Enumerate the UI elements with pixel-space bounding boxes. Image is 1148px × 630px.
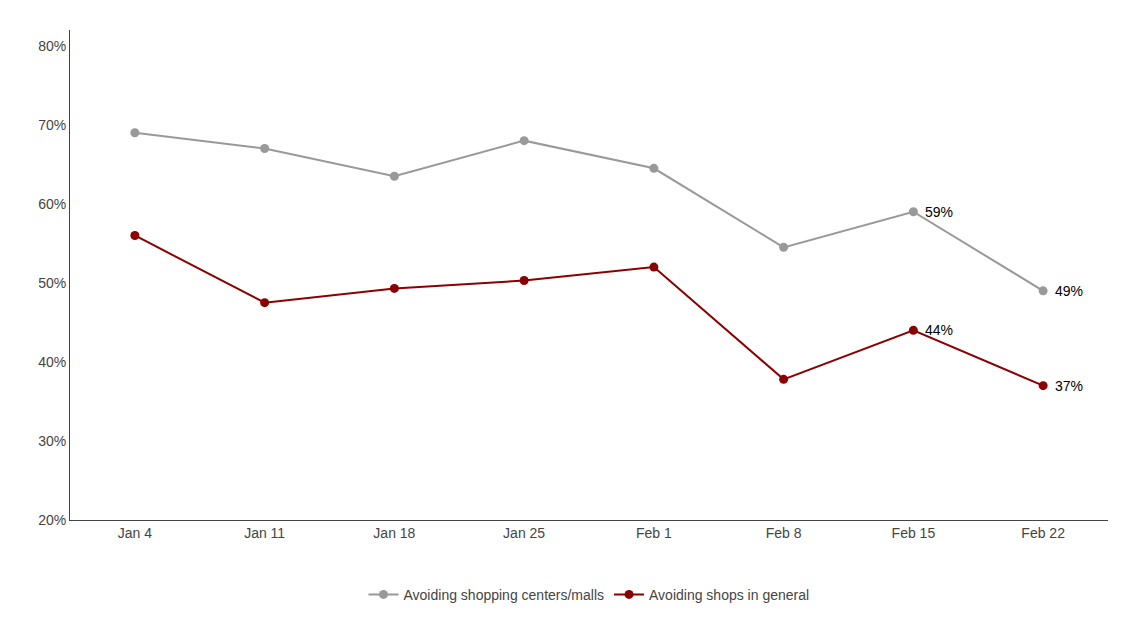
svg-text:70%: 70% xyxy=(38,117,66,133)
svg-text:80%: 80% xyxy=(38,38,66,54)
svg-text:40%: 40% xyxy=(38,354,66,370)
svg-text:Avoiding shopping centers/mall: Avoiding shopping centers/malls xyxy=(404,587,605,603)
svg-text:Feb 22: Feb 22 xyxy=(1021,525,1065,541)
svg-text:44%: 44% xyxy=(925,322,953,338)
svg-text:Feb 15: Feb 15 xyxy=(892,525,936,541)
svg-text:50%: 50% xyxy=(38,275,66,291)
svg-text:Jan 25: Jan 25 xyxy=(503,525,545,541)
svg-text:Jan 4: Jan 4 xyxy=(118,525,152,541)
svg-text:37%: 37% xyxy=(1055,378,1083,394)
svg-text:Feb 1: Feb 1 xyxy=(636,525,672,541)
svg-text:Jan 18: Jan 18 xyxy=(373,525,415,541)
svg-text:Jan 11: Jan 11 xyxy=(244,525,285,541)
svg-text:Avoiding shops in general: Avoiding shops in general xyxy=(649,587,809,603)
svg-text:49%: 49% xyxy=(1055,283,1083,299)
svg-text:59%: 59% xyxy=(925,204,953,220)
svg-text:30%: 30% xyxy=(38,433,66,449)
svg-text:Feb 8: Feb 8 xyxy=(766,525,802,541)
svg-text:20%: 20% xyxy=(38,512,66,528)
svg-text:60%: 60% xyxy=(38,196,66,212)
